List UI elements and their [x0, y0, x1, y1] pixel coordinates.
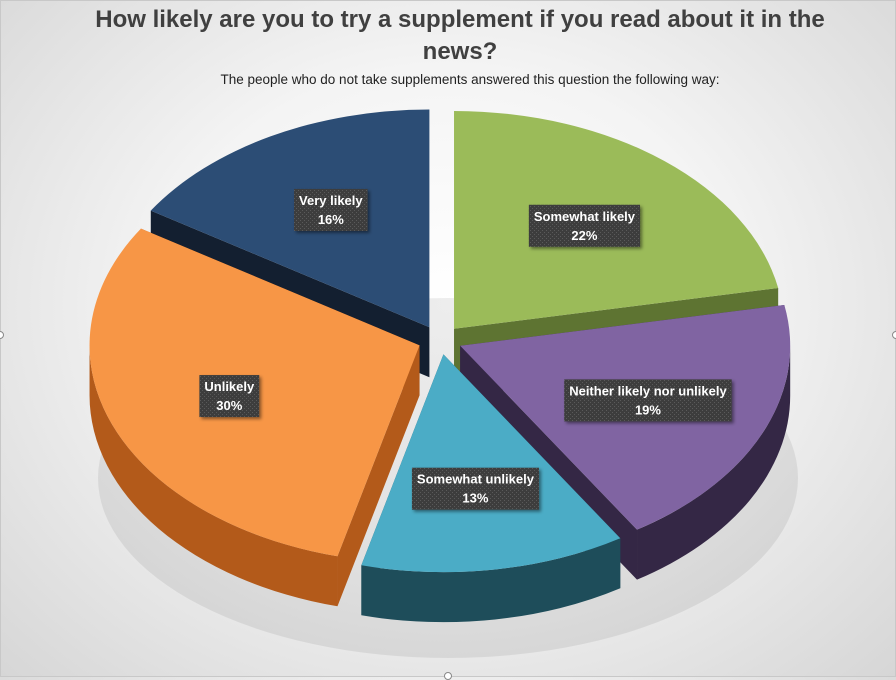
data-label-percent: 30% — [216, 398, 242, 413]
chart-title: How likely are you to try a supplement i… — [95, 6, 825, 65]
data-label-very-likely: Very likely 16% — [294, 188, 368, 231]
slice-somewhat-unlikely[interactable] — [361, 354, 621, 573]
data-label-category: Somewhat likely — [534, 209, 636, 224]
data-label-box — [564, 379, 732, 422]
data-label-category: Neither likely nor unlikely — [569, 383, 727, 398]
resize-handle-right[interactable] — [892, 331, 896, 339]
chart-subtitle: The people who do not take supplements a… — [220, 72, 720, 87]
data-label-percent: 16% — [318, 212, 344, 227]
data-label-percent: 13% — [462, 491, 488, 506]
resize-handle-bottom[interactable] — [444, 672, 452, 680]
data-label-category: Somewhat unlikely — [417, 472, 535, 487]
data-label-box — [411, 467, 539, 510]
data-label-category: Very likely — [299, 193, 363, 208]
data-label-box — [528, 204, 641, 247]
data-label-percent: 22% — [571, 228, 597, 243]
data-label-percent: 19% — [635, 402, 661, 417]
data-label-category: Unlikely — [204, 379, 255, 394]
data-label-neither-likely-nor-unlikely: Neither likely nor unlikely 19% — [564, 379, 732, 422]
slice-very-likely[interactable] — [150, 109, 430, 328]
data-label-somewhat-likely: Somewhat likely 22% — [528, 204, 641, 247]
data-label-unlikely: Unlikely 30% — [199, 375, 260, 418]
data-label-somewhat-unlikely: Somewhat unlikely 13% — [411, 467, 539, 510]
data-label-box — [199, 375, 260, 418]
data-label-box — [294, 188, 368, 231]
